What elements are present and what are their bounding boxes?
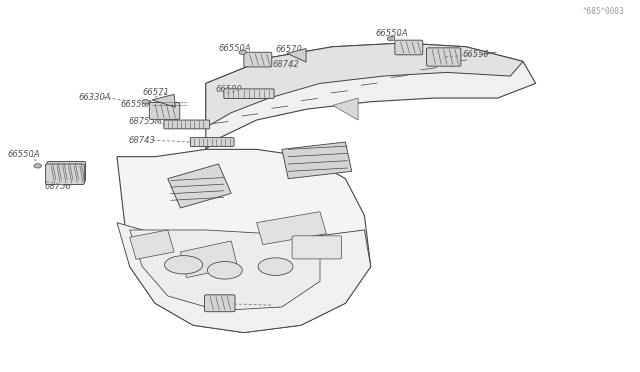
Text: 66550A: 66550A [218, 44, 251, 54]
Circle shape [239, 50, 246, 54]
Text: 68755M: 68755M [129, 118, 163, 126]
FancyBboxPatch shape [205, 295, 235, 312]
Text: ^685^0003: ^685^0003 [583, 7, 625, 16]
Text: 66570: 66570 [276, 45, 303, 54]
FancyBboxPatch shape [224, 89, 274, 99]
Text: 68756: 68756 [44, 182, 71, 190]
Circle shape [141, 100, 149, 104]
Text: 66550A: 66550A [120, 100, 153, 109]
Polygon shape [117, 223, 371, 333]
Polygon shape [180, 241, 237, 278]
Polygon shape [257, 212, 326, 245]
Polygon shape [333, 98, 358, 120]
Text: 66571: 66571 [142, 88, 169, 97]
FancyBboxPatch shape [427, 48, 461, 66]
FancyBboxPatch shape [164, 120, 210, 129]
Text: 66550: 66550 [463, 49, 490, 58]
FancyBboxPatch shape [149, 102, 180, 119]
Text: 68905M: 68905M [247, 301, 281, 310]
Ellipse shape [258, 258, 293, 275]
Polygon shape [287, 49, 306, 62]
FancyBboxPatch shape [47, 161, 86, 181]
FancyBboxPatch shape [190, 138, 234, 147]
FancyBboxPatch shape [45, 164, 84, 185]
Text: 66330A: 66330A [79, 93, 111, 102]
Text: 68742: 68742 [273, 60, 300, 69]
Polygon shape [130, 230, 174, 259]
Polygon shape [130, 230, 320, 311]
Text: 66550A: 66550A [8, 150, 40, 159]
FancyBboxPatch shape [244, 52, 272, 67]
Polygon shape [282, 142, 352, 179]
Text: 68743: 68743 [129, 136, 156, 145]
Text: 66590: 66590 [215, 86, 242, 94]
Text: 66550A: 66550A [376, 29, 408, 38]
Polygon shape [152, 94, 175, 107]
Polygon shape [206, 43, 536, 149]
FancyBboxPatch shape [292, 236, 342, 259]
Ellipse shape [164, 256, 203, 274]
Polygon shape [168, 164, 231, 208]
Ellipse shape [207, 262, 243, 279]
Circle shape [34, 164, 42, 168]
FancyBboxPatch shape [395, 40, 423, 55]
Polygon shape [117, 149, 371, 333]
Circle shape [387, 36, 395, 41]
Polygon shape [206, 43, 523, 127]
